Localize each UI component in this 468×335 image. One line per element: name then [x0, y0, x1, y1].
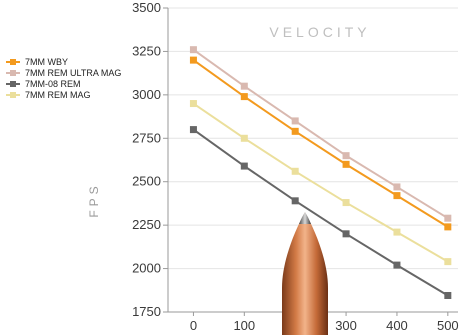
- data-point: [240, 162, 248, 170]
- data-point: [342, 160, 350, 168]
- legend-swatch-marker: [10, 92, 16, 98]
- legend-label: 7MM REM MAG: [25, 90, 91, 100]
- legend-swatch-marker: [10, 81, 16, 87]
- y-tick-label: 2250: [132, 217, 161, 232]
- legend-swatch-marker: [10, 70, 16, 76]
- data-point: [444, 291, 452, 299]
- y-axis-title: FPS: [87, 182, 101, 217]
- data-point: [393, 228, 401, 236]
- data-point: [291, 197, 299, 205]
- data-point: [291, 127, 299, 135]
- bullet-image: [282, 212, 328, 335]
- x-tick-label: 300: [335, 318, 357, 333]
- bullet-body: [282, 212, 328, 335]
- series-0: [189, 56, 452, 231]
- grid-lines: [168, 7, 458, 313]
- x-tick-label: 100: [233, 318, 255, 333]
- data-point: [342, 199, 350, 207]
- y-tick-label: 3500: [132, 0, 161, 15]
- y-tick-label: 2000: [132, 261, 161, 276]
- series-line: [192, 128, 449, 297]
- data-point: [189, 56, 197, 64]
- x-tick-label: 400: [386, 318, 408, 333]
- series-line: [192, 102, 449, 263]
- data-point: [291, 117, 299, 125]
- x-tick-label: 0: [190, 318, 197, 333]
- series-lines: [189, 46, 452, 299]
- data-point: [444, 214, 452, 222]
- data-point: [240, 134, 248, 142]
- y-tick-label: 3000: [132, 87, 161, 102]
- data-point: [240, 82, 248, 90]
- data-point: [342, 230, 350, 238]
- data-point: [444, 223, 452, 231]
- series-line: [192, 59, 449, 228]
- data-point: [189, 100, 197, 108]
- series-3: [189, 100, 452, 266]
- legend-label: 7MM REM ULTRA MAG: [25, 68, 121, 78]
- series-1: [189, 46, 452, 222]
- x-tick-label: 500: [437, 318, 459, 333]
- data-point: [393, 192, 401, 200]
- y-tick-label: 2500: [132, 174, 161, 189]
- bullet-tip: [299, 212, 311, 224]
- legend-label: 7MM WBY: [25, 57, 68, 67]
- series-line: [192, 48, 449, 220]
- y-tick-label: 2750: [132, 130, 161, 145]
- y-tick-label: 3250: [132, 43, 161, 58]
- series-2: [189, 126, 452, 299]
- data-point: [444, 258, 452, 266]
- data-point: [189, 126, 197, 134]
- data-point: [393, 261, 401, 269]
- data-point: [240, 93, 248, 101]
- legend-label: 7MM-08 REM: [25, 79, 81, 89]
- legend-swatch-marker: [10, 59, 16, 65]
- data-point: [189, 46, 197, 54]
- data-point: [291, 167, 299, 175]
- data-point: [342, 152, 350, 160]
- y-tick-label: 1750: [132, 304, 161, 319]
- chart-title: VELOCITY: [269, 24, 370, 40]
- data-point: [393, 183, 401, 191]
